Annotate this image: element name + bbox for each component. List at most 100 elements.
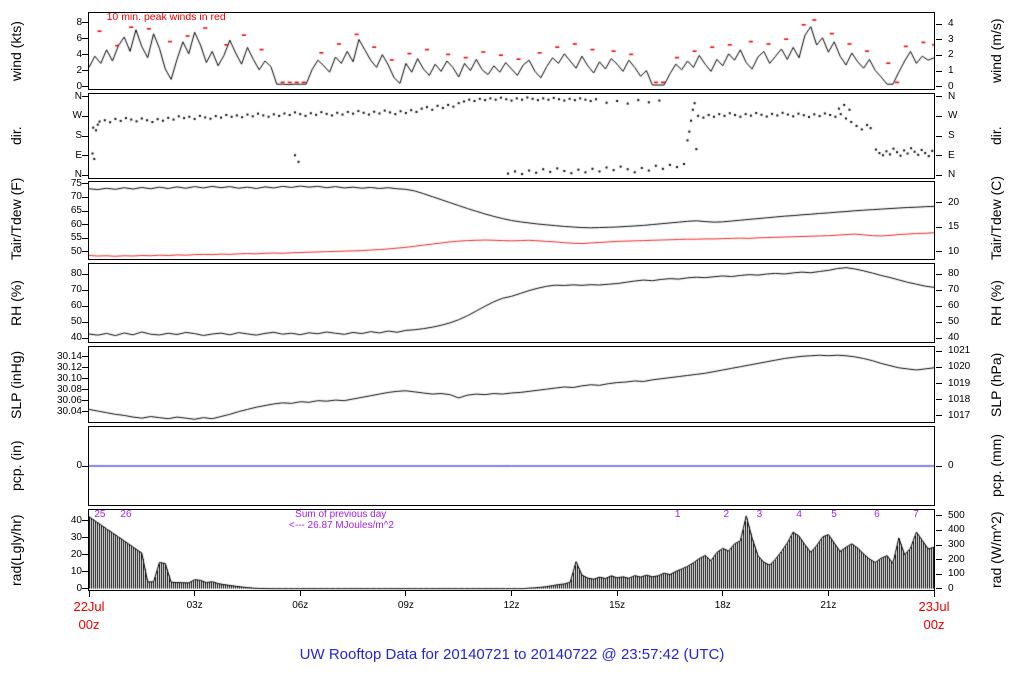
wind-left-tick-mark xyxy=(82,70,88,72)
direction-plot-canvas xyxy=(89,94,934,178)
rh-left-tick-label: 70 xyxy=(70,284,82,296)
x-start-date-label: 22Jul xyxy=(73,599,105,614)
rad-right-tick-label: 400 xyxy=(948,524,965,536)
rh-right-tick-label: 60 xyxy=(948,300,960,312)
pcp-left-tick-label: 0 xyxy=(76,460,82,471)
x-tick-label: 03z xyxy=(186,600,203,611)
temperature-plot-canvas xyxy=(89,182,934,259)
rad-left-tick-label: 0 xyxy=(76,582,82,594)
rad-right-tick-label: 500 xyxy=(948,509,965,521)
x-end-tick-mark xyxy=(88,591,90,597)
slp-left-tick-label: 30.06 xyxy=(56,394,82,406)
rh-left-tick-label: 80 xyxy=(70,268,82,280)
slp-left-tick-mark xyxy=(82,356,88,358)
wind-right-tick-label: 4 xyxy=(948,18,954,30)
temp-right-tick-mark xyxy=(936,202,942,204)
direction-right-axis-label: dir. xyxy=(988,126,1004,146)
rad-annotation: 2 xyxy=(723,509,730,521)
rad-right-tick-mark xyxy=(936,529,942,531)
wind-right-tick-mark xyxy=(936,39,942,41)
pcp-right-tick-mark xyxy=(936,465,942,467)
temp-right-tick-label: 10 xyxy=(948,245,960,257)
pcp-right-tick-label: 0 xyxy=(948,460,954,471)
x-tick-mark xyxy=(194,591,196,596)
rad-right-tick-label: 100 xyxy=(948,568,965,580)
x-tick-label: 18z xyxy=(714,600,731,611)
slp-right-tick-mark xyxy=(936,350,942,352)
precip-left-axis-label: pcp. (in) xyxy=(8,440,24,492)
temp-left-tick-mark xyxy=(82,251,88,253)
slp-left-tick-mark xyxy=(82,367,88,369)
wind-left-tick-label: 8 xyxy=(76,16,82,28)
wind-left-tick-label: 4 xyxy=(76,48,82,60)
dir-right-tick-label: N xyxy=(948,90,956,102)
panel-pressure xyxy=(88,346,935,423)
x-tick-label: 15z xyxy=(609,600,626,611)
dir-right-tick-label: E xyxy=(948,149,955,161)
wind-right-tick-mark xyxy=(936,70,942,72)
slp-left-tick-mark xyxy=(82,411,88,413)
dir-right-tick-label: W xyxy=(948,110,958,122)
wind-right-axis-label: wind (m/s) xyxy=(988,18,1004,84)
temp-left-tick-label: 70 xyxy=(70,191,82,203)
wind-left-axis-label: wind (kts) xyxy=(8,21,24,81)
rh-right-tick-mark xyxy=(936,273,942,275)
panel-wind xyxy=(88,12,935,90)
temp-left-tick-mark xyxy=(82,183,88,185)
rad-annotation: 1 xyxy=(674,509,681,521)
x-end-hour-label: 00z xyxy=(923,617,945,632)
temp-left-tick-label: 65 xyxy=(70,205,82,216)
wind-plot-canvas xyxy=(89,13,934,89)
panel-temperature xyxy=(88,181,935,260)
wind-left-tick-mark xyxy=(82,38,88,40)
pressure-right-axis-label: SLP (hPa) xyxy=(988,352,1004,417)
wind-right-tick-label: 3 xyxy=(948,33,954,45)
slp-left-tick-mark xyxy=(82,389,88,391)
dir-right-tick-mark xyxy=(936,115,942,117)
rad-right-tick-mark xyxy=(936,544,942,546)
rh-right-tick-mark xyxy=(936,337,942,339)
rh-right-tick-label: 70 xyxy=(948,284,960,296)
rh-left-tick-mark xyxy=(82,337,88,339)
wind-left-tick-label: 0 xyxy=(76,80,82,92)
wind-left-tick-label: 2 xyxy=(76,64,82,76)
wind-left-tick-label: 6 xyxy=(76,32,82,44)
rad-left-tick-mark xyxy=(82,520,88,522)
slp-right-tick-label: 1021 xyxy=(948,345,971,357)
x-tick-label: 21z xyxy=(820,600,837,611)
x-tick-mark xyxy=(299,591,301,596)
dir-left-tick-mark xyxy=(82,174,88,176)
dir-right-tick-label: N xyxy=(948,169,956,181)
rad-left-tick-label: 40 xyxy=(70,514,82,526)
slp-left-tick-label: 30.10 xyxy=(56,372,82,384)
rad-annotation: Sum of previous day xyxy=(295,509,387,521)
panel-radiation xyxy=(88,509,935,591)
rad-annotation: 5 xyxy=(831,509,837,521)
rad-right-tick-label: 0 xyxy=(948,582,954,594)
wind-left-tick-mark xyxy=(82,54,88,56)
rad-left-tick-label: 10 xyxy=(70,565,82,577)
rh-right-tick-mark xyxy=(936,289,942,291)
chart-title: UW Rooftop Data for 20140721 to 20140722… xyxy=(299,646,725,663)
temp-right-tick-mark xyxy=(936,251,942,253)
slp-left-tick-label: 30.04 xyxy=(56,405,82,417)
rad-right-tick-mark xyxy=(936,515,942,517)
temp-left-tick-mark xyxy=(82,237,88,239)
radiation-right-axis-label: rad (W/m^2) xyxy=(988,511,1004,589)
precip-right-axis-label: pcp. (mm) xyxy=(988,434,1004,498)
rh-right-tick-mark xyxy=(936,305,942,307)
x-end-tick-mark xyxy=(933,591,935,597)
slp-right-tick-mark xyxy=(936,399,942,401)
temp-right-tick-mark xyxy=(936,226,942,228)
dir-right-tick-mark xyxy=(936,155,942,157)
x-tick-mark xyxy=(616,591,618,596)
panel-precip xyxy=(88,426,935,506)
dir-left-tick-mark xyxy=(82,155,88,157)
slp-left-tick-mark xyxy=(82,400,88,402)
dir-right-tick-mark xyxy=(936,135,942,137)
rad-right-tick-mark xyxy=(936,559,942,561)
rh-left-tick-mark xyxy=(82,305,88,307)
temp-left-tick-mark xyxy=(82,224,88,226)
rh-left-tick-mark xyxy=(82,273,88,275)
